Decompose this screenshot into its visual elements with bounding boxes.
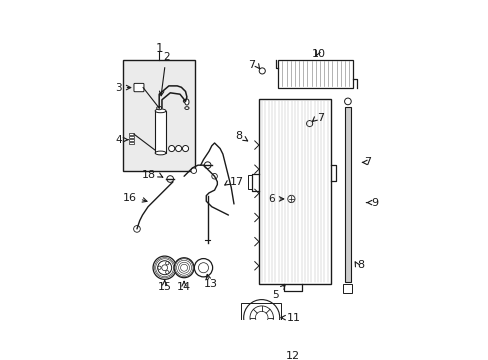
Circle shape [182,145,188,152]
Bar [278,60,352,87]
Circle shape [306,121,312,127]
Text: 16: 16 [122,193,137,203]
Ellipse shape [156,107,162,110]
Text: 18: 18 [142,170,156,180]
Text: 6: 6 [267,194,283,204]
Text: 3: 3 [115,82,130,93]
Ellipse shape [184,99,188,105]
Circle shape [282,327,286,331]
Text: 12: 12 [285,351,299,360]
Circle shape [249,306,273,329]
Circle shape [191,168,196,174]
Circle shape [287,195,294,203]
Text: 8: 8 [357,260,364,270]
Circle shape [344,98,350,105]
Circle shape [291,343,295,347]
Circle shape [288,327,293,331]
Text: 1: 1 [155,42,163,55]
Text: 10: 10 [311,49,325,59]
Circle shape [166,176,173,183]
Circle shape [284,343,288,347]
Text: 7: 7 [247,60,254,70]
Circle shape [204,162,210,168]
Text: 2: 2 [159,52,169,96]
Circle shape [243,300,279,336]
Bar [343,284,352,293]
Circle shape [198,263,208,273]
Circle shape [157,261,171,275]
FancyBboxPatch shape [134,84,143,92]
Text: 13: 13 [203,279,217,289]
Text: 7: 7 [317,113,324,123]
Text: 7: 7 [364,157,370,167]
Circle shape [133,226,140,232]
Circle shape [174,258,194,278]
Text: 9: 9 [370,198,378,208]
Circle shape [255,311,267,324]
Circle shape [153,256,176,279]
Bar [129,139,134,141]
Bar [247,175,251,189]
Ellipse shape [183,100,187,103]
Bar [155,111,165,153]
Ellipse shape [155,109,165,113]
Text: 8: 8 [235,131,242,141]
Bar [123,60,195,171]
Text: 14: 14 [177,282,191,292]
Circle shape [165,271,169,274]
Circle shape [211,174,217,179]
Text: 11: 11 [286,312,300,323]
Ellipse shape [184,107,188,109]
Ellipse shape [155,151,165,155]
Bar [344,107,350,282]
Text: 4: 4 [115,135,127,145]
Bar [129,133,134,135]
Bar [259,99,330,284]
Text: 17: 17 [229,177,244,187]
Bar [129,136,134,138]
Text: 5: 5 [272,285,285,301]
Circle shape [194,258,212,277]
Circle shape [168,145,174,152]
Text: 15: 15 [157,282,171,292]
Circle shape [165,261,169,265]
Bar [129,142,134,144]
Circle shape [259,68,265,74]
Circle shape [158,266,161,269]
Circle shape [162,265,167,271]
Circle shape [175,145,181,152]
